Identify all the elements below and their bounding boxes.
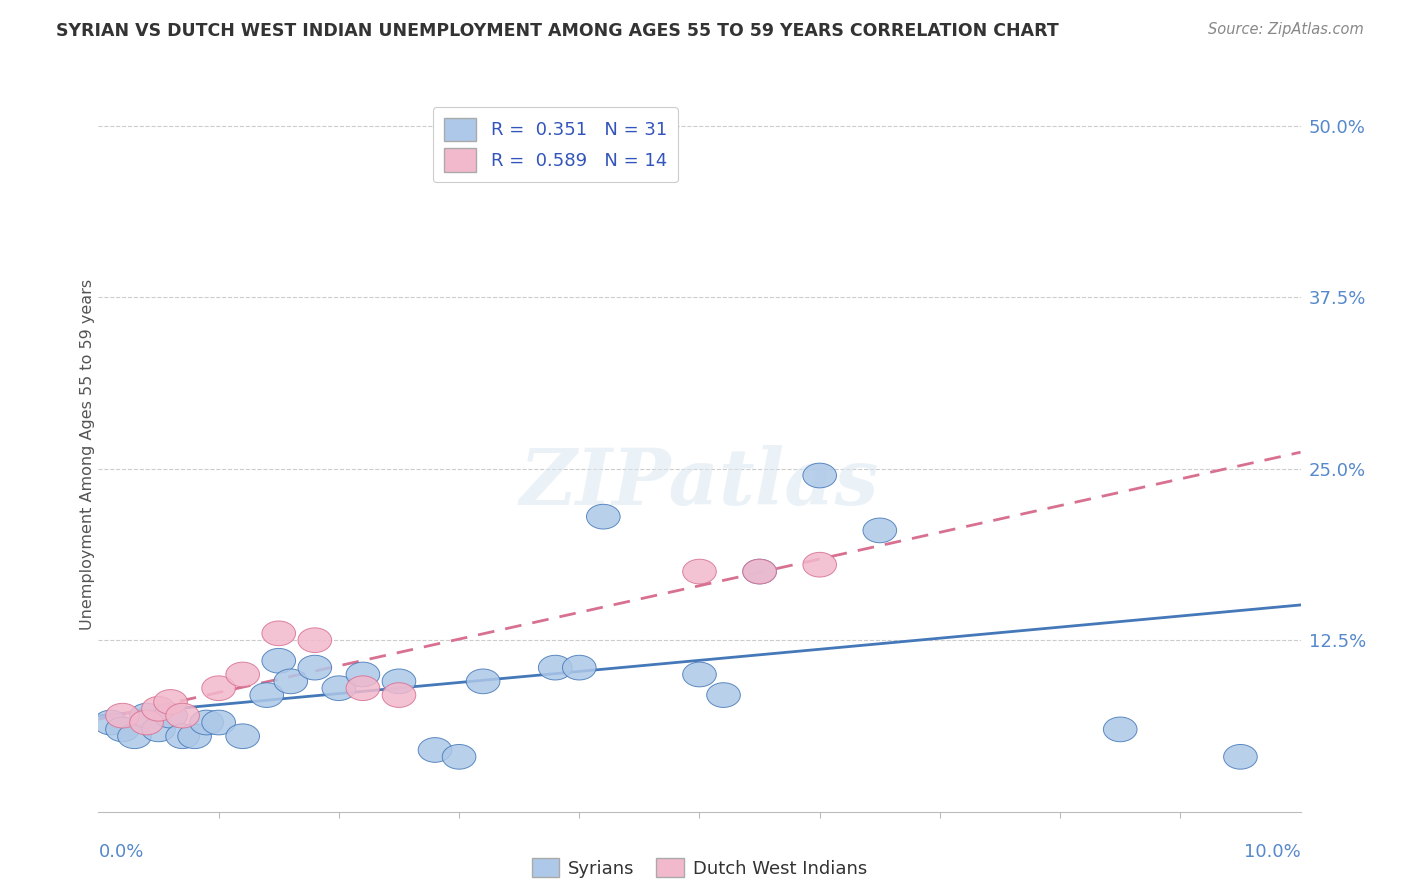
Y-axis label: Unemployment Among Ages 55 to 59 years: Unemployment Among Ages 55 to 59 years: [80, 279, 94, 631]
Ellipse shape: [166, 703, 200, 728]
Ellipse shape: [322, 676, 356, 700]
Ellipse shape: [538, 656, 572, 680]
Ellipse shape: [382, 669, 416, 694]
Ellipse shape: [298, 656, 332, 680]
Ellipse shape: [226, 724, 260, 748]
Ellipse shape: [153, 703, 187, 728]
Ellipse shape: [142, 717, 176, 742]
Ellipse shape: [1104, 717, 1137, 742]
Ellipse shape: [129, 710, 163, 735]
Ellipse shape: [443, 745, 475, 769]
Ellipse shape: [1223, 745, 1257, 769]
Ellipse shape: [129, 703, 163, 728]
Ellipse shape: [742, 559, 776, 584]
Text: ZIPatlas: ZIPatlas: [520, 445, 879, 522]
Ellipse shape: [562, 656, 596, 680]
Ellipse shape: [418, 738, 451, 763]
Ellipse shape: [190, 710, 224, 735]
Ellipse shape: [803, 463, 837, 488]
Ellipse shape: [863, 518, 897, 542]
Text: SYRIAN VS DUTCH WEST INDIAN UNEMPLOYMENT AMONG AGES 55 TO 59 YEARS CORRELATION C: SYRIAN VS DUTCH WEST INDIAN UNEMPLOYMENT…: [56, 22, 1059, 40]
Ellipse shape: [262, 648, 295, 673]
Text: Source: ZipAtlas.com: Source: ZipAtlas.com: [1208, 22, 1364, 37]
Ellipse shape: [707, 682, 741, 707]
Ellipse shape: [142, 697, 176, 721]
Ellipse shape: [105, 703, 139, 728]
Ellipse shape: [586, 504, 620, 529]
Ellipse shape: [250, 682, 284, 707]
Ellipse shape: [298, 628, 332, 653]
Text: 10.0%: 10.0%: [1244, 843, 1301, 861]
Legend: Syrians, Dutch West Indians: Syrians, Dutch West Indians: [524, 851, 875, 885]
Ellipse shape: [346, 662, 380, 687]
Ellipse shape: [274, 669, 308, 694]
Ellipse shape: [683, 662, 716, 687]
Ellipse shape: [382, 682, 416, 707]
Ellipse shape: [262, 621, 295, 646]
Ellipse shape: [202, 710, 235, 735]
Ellipse shape: [683, 559, 716, 584]
Ellipse shape: [94, 710, 128, 735]
Ellipse shape: [742, 559, 776, 584]
Ellipse shape: [177, 724, 211, 748]
Ellipse shape: [105, 717, 139, 742]
Ellipse shape: [226, 662, 260, 687]
Ellipse shape: [803, 552, 837, 577]
Ellipse shape: [202, 676, 235, 700]
Ellipse shape: [166, 724, 200, 748]
Ellipse shape: [346, 676, 380, 700]
Ellipse shape: [467, 669, 501, 694]
Ellipse shape: [153, 690, 187, 714]
Ellipse shape: [118, 724, 152, 748]
Text: 0.0%: 0.0%: [98, 843, 143, 861]
